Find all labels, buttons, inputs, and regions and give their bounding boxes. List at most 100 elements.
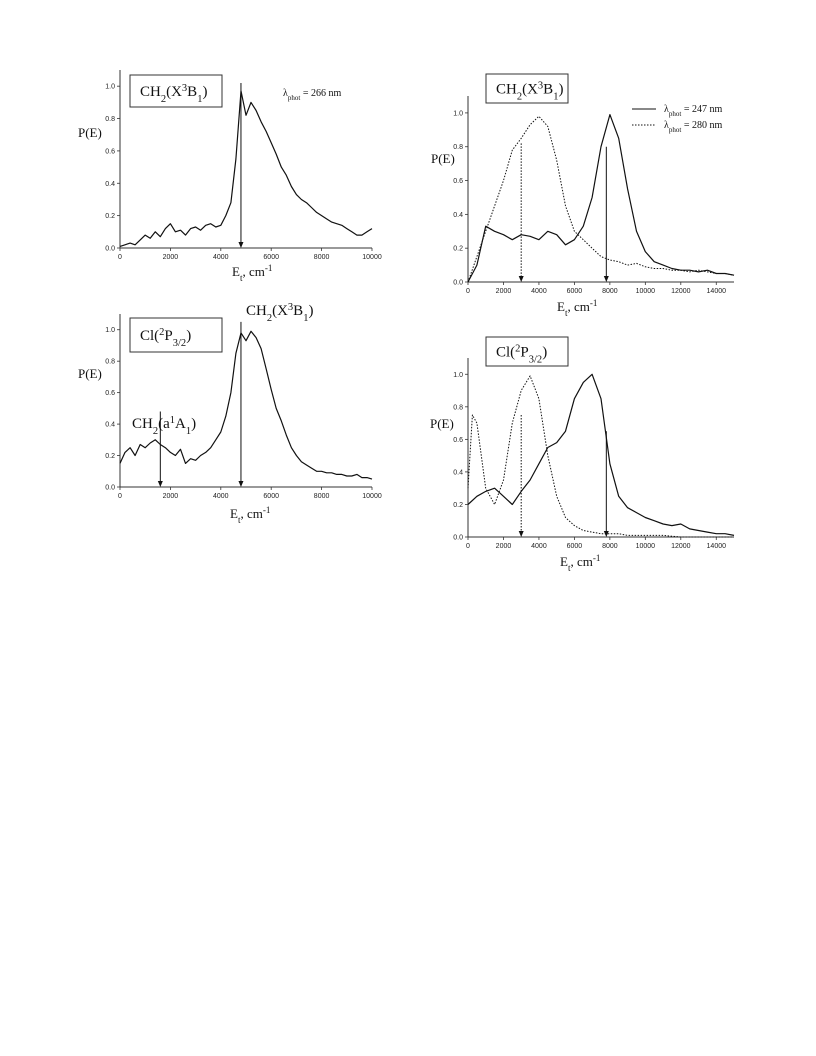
x-axis-label: Et, cm-1 — [230, 505, 270, 525]
label-box — [485, 73, 569, 104]
y-tick-label: 0.2 — [453, 502, 463, 509]
y-tick-label: 0.8 — [453, 404, 463, 411]
x-tick-label: 10000 — [362, 254, 382, 261]
x-tick-label: 12000 — [671, 288, 691, 295]
species-label-part: ) — [202, 84, 207, 100]
species-label-part: ) — [186, 328, 191, 344]
x-axis-label-part: t — [568, 563, 571, 573]
wavelength-annotation-part: λ — [283, 88, 288, 99]
species-label-part: CH — [140, 84, 161, 100]
triplet-annotation-part: (X — [272, 303, 288, 319]
chart-panel-2: 0 2000 4000 6000 8000 10000 0.0 0.2 0.4 0.6 0.8 1.0… — [78, 302, 382, 526]
x-tick-label: 8000 — [602, 543, 618, 550]
y-tick-label: 1.0 — [453, 372, 463, 379]
label-box — [129, 74, 223, 108]
species-label-part: 3/2 — [173, 338, 186, 349]
x-tick-label: 2000 — [163, 254, 179, 261]
x-tick-label: 0 — [118, 493, 122, 500]
singlet-annotation: CH2(a1A1) — [132, 415, 196, 437]
species-label-part: CH — [496, 82, 517, 98]
wavelength-annotation: λphot = 266 nm — [283, 88, 341, 102]
arrow-head — [518, 276, 524, 282]
species-label-part: ) — [542, 345, 547, 361]
legend-entry-part: λ — [664, 104, 669, 115]
species-label: Cl(2P3/2) — [140, 327, 191, 349]
y-tick-label: 0.0 — [453, 535, 463, 542]
y-tick-label: 1.0 — [453, 110, 463, 117]
arrow-head — [603, 276, 609, 282]
arrow-head — [518, 531, 524, 537]
x-tick-label: 0 — [118, 254, 122, 261]
triplet-annotation-part: CH — [246, 303, 267, 319]
triplet-annotation: CH2(X3B1) — [246, 302, 313, 324]
arrow-head — [238, 242, 244, 248]
series-line-solid — [119, 90, 373, 247]
x-tick-label: 4000 — [531, 543, 547, 550]
label-box — [129, 317, 223, 353]
species-label-part: B — [543, 82, 553, 98]
singlet-annotation-part: CH — [132, 416, 153, 432]
triplet-annotation-part: 2 — [267, 313, 272, 324]
y-tick-label: 0.2 — [105, 453, 115, 460]
y-tick-label: 0.8 — [105, 116, 115, 123]
x-axis-label-part: E — [230, 506, 238, 521]
y-tick-label: 0.6 — [105, 148, 115, 155]
wavelength-annotation-part: phot — [288, 94, 301, 102]
series-line-solid — [467, 373, 735, 536]
x-tick-label: 8000 — [314, 254, 330, 261]
legend-entry-part: phot — [669, 126, 682, 134]
legend-entry-part: = 280 nm — [681, 120, 722, 131]
y-tick-label: 0.0 — [105, 485, 115, 492]
singlet-annotation-part: (a — [158, 416, 170, 432]
species-label-part: 1 — [553, 91, 558, 102]
x-tick-label: 10000 — [362, 493, 382, 500]
species-label-part: 3/2 — [529, 354, 542, 365]
singlet-annotation-part: 2 — [153, 426, 158, 437]
legend-entry: λphot = 247 nm — [664, 104, 722, 118]
x-axis-label: Et, cm-1 — [560, 553, 600, 573]
arrow-head — [157, 481, 163, 487]
species-label-part: (X — [166, 84, 182, 100]
singlet-annotation-part: ) — [191, 416, 196, 432]
triplet-annotation-part: 3 — [288, 302, 293, 313]
species-label-part: B — [187, 84, 197, 100]
y-axis-label: P(E) — [431, 151, 455, 166]
y-tick-label: 0.4 — [105, 181, 115, 188]
x-tick-label: 10000 — [636, 288, 656, 295]
y-tick-label: 0.0 — [105, 246, 115, 253]
species-label-part: 3 — [538, 80, 543, 91]
series-line-dotted — [467, 115, 735, 283]
species-label-part: 1 — [197, 94, 202, 105]
x-axis-label-part: E — [560, 554, 568, 569]
x-tick-label: 10000 — [636, 543, 656, 550]
x-tick-label: 4000 — [531, 288, 547, 295]
triplet-annotation-part: ) — [308, 303, 313, 319]
triplet-annotation-part: B — [293, 303, 303, 319]
species-label-part: P — [520, 345, 528, 361]
arrow-head — [603, 531, 609, 537]
x-tick-label: 0 — [466, 543, 470, 550]
legend-entry: λphot = 280 nm — [664, 120, 722, 134]
species-label-part: 2 — [517, 91, 522, 102]
legend-entry-part: phot — [669, 110, 682, 118]
x-axis-label: Et, cm-1 — [232, 263, 272, 283]
x-axis-label-part: , cm — [240, 506, 262, 521]
x-tick-label: 4000 — [213, 493, 229, 500]
y-tick-label: 0.0 — [453, 280, 463, 287]
species-label-part: 3 — [182, 83, 187, 94]
x-tick-label: 8000 — [602, 288, 618, 295]
legend-entry-part: = 247 nm — [681, 104, 722, 115]
x-tick-label: 2000 — [496, 288, 512, 295]
legend-entry-part: λ — [664, 120, 669, 131]
x-axis-label-part: t — [238, 515, 241, 525]
x-axis-label: Et, cm-1 — [557, 298, 597, 318]
x-tick-label: 2000 — [163, 493, 179, 500]
species-label: CH2(X3B1) — [140, 83, 207, 105]
x-tick-label: 6000 — [567, 288, 583, 295]
x-tick-label: 6000 — [567, 543, 583, 550]
y-tick-label: 0.8 — [453, 144, 463, 151]
series-line-dotted — [467, 375, 734, 538]
y-tick-label: 1.0 — [105, 84, 115, 91]
chart-panel-1: 0 2000 4000 6000 8000 10000 0.0 0.2 0.4 0.6 0.8 1.0… — [78, 70, 382, 283]
